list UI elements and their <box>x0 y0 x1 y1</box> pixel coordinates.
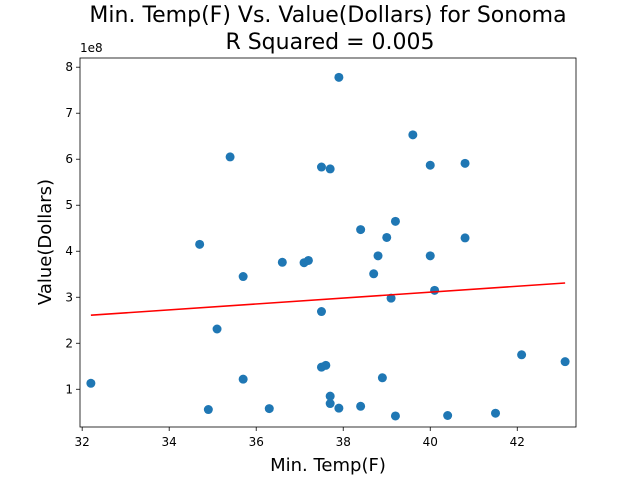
data-point <box>316 307 326 317</box>
y-tick-label: 6 <box>65 152 73 166</box>
data-point <box>321 360 331 370</box>
data-point <box>443 410 453 420</box>
data-point <box>373 251 383 261</box>
y-tick-label: 1 <box>65 382 73 396</box>
data-point <box>303 255 313 265</box>
chart-subtitle: R Squared = 0.005 <box>225 30 434 55</box>
plot-frame <box>79 57 577 428</box>
data-point <box>408 130 418 140</box>
data-point <box>390 216 400 226</box>
x-tick-label: 42 <box>510 435 525 449</box>
y-axis-ticks: 1 2 3 4 5 6 7 8 <box>65 60 80 396</box>
x-tick-label: 32 <box>75 435 90 449</box>
chart-title: Min. Temp(F) Vs. Value(Dollars) for Sono… <box>89 3 566 28</box>
x-axis-ticks: 32 34 36 38 40 42 <box>75 427 525 449</box>
data-point <box>386 293 396 303</box>
data-point <box>195 239 205 249</box>
data-point <box>212 324 222 334</box>
scatter-points <box>86 72 570 421</box>
x-axis-label: Min. Temp(F) <box>270 455 386 476</box>
data-point <box>325 391 335 401</box>
y-tick-label: 3 <box>65 290 73 304</box>
data-point <box>334 72 344 82</box>
data-point <box>517 350 527 360</box>
data-point <box>203 405 213 415</box>
data-point <box>425 160 435 170</box>
y-tick-label: 5 <box>65 198 73 212</box>
data-point <box>430 285 440 295</box>
data-point <box>560 357 570 367</box>
x-tick-label: 34 <box>162 435 177 449</box>
data-point <box>491 408 501 418</box>
data-point <box>425 251 435 261</box>
data-point <box>390 411 400 421</box>
data-point <box>460 158 470 168</box>
y-tick-label: 7 <box>65 106 73 120</box>
data-point <box>238 272 248 282</box>
y-axis-label: Value(Dollars) <box>35 179 56 305</box>
data-point <box>264 404 274 414</box>
y-tick-label: 2 <box>65 336 73 350</box>
y-tick-label: 8 <box>65 60 73 74</box>
data-point <box>356 401 366 411</box>
data-point <box>225 152 235 162</box>
data-point <box>369 269 379 279</box>
y-scale-label: 1e8 <box>80 41 103 55</box>
x-tick-label: 36 <box>249 435 264 449</box>
data-point <box>325 399 335 409</box>
data-point <box>325 164 335 174</box>
regression-line <box>90 282 566 316</box>
data-point <box>460 233 470 243</box>
data-point <box>86 378 96 388</box>
data-point <box>356 225 366 235</box>
data-point <box>316 162 326 172</box>
data-point <box>377 373 387 383</box>
y-tick-label: 4 <box>65 244 73 258</box>
x-tick-label: 38 <box>336 435 351 449</box>
data-point <box>238 374 248 384</box>
data-point <box>277 257 287 267</box>
regression-line-group <box>90 282 566 316</box>
data-point <box>334 403 344 413</box>
data-point <box>382 232 392 242</box>
x-tick-label: 40 <box>423 435 438 449</box>
